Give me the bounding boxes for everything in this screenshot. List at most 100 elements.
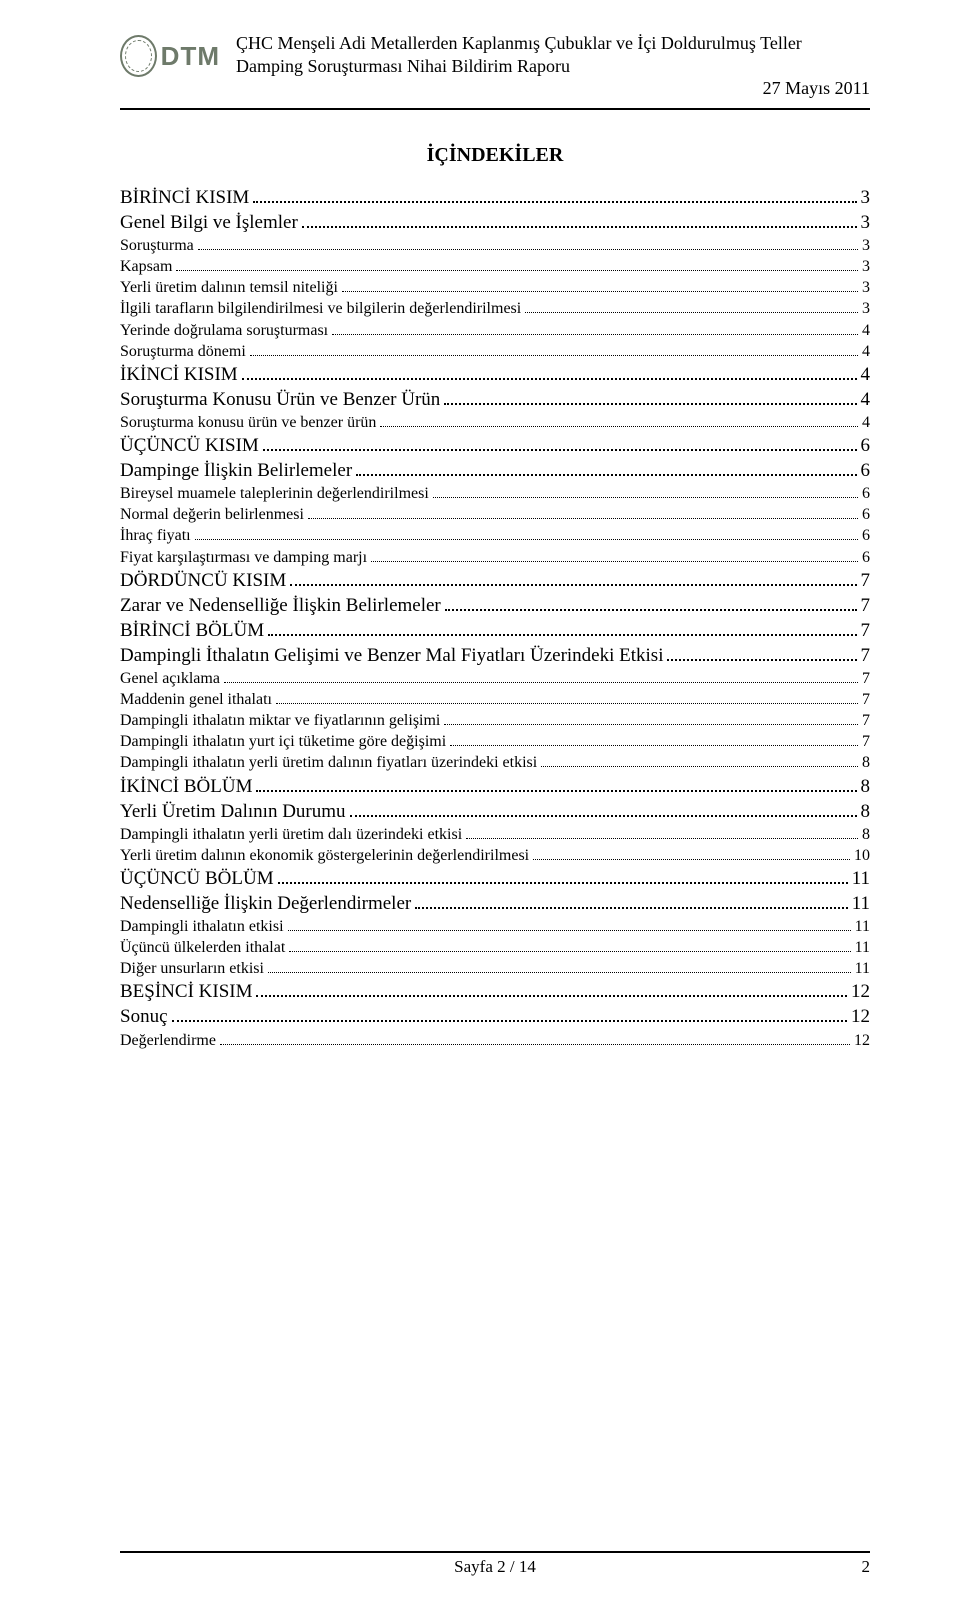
toc-leader [450,735,858,746]
toc-page: 6 [861,433,871,458]
toc-title: İÇİNDEKİLER [120,144,870,167]
toc-leader [308,508,858,519]
toc-row: Soruşturma dönemi 4 [120,341,870,362]
toc-page: 8 [862,824,870,845]
header: DTM ÇHC Menşeli Adi Metallerden Kaplanmı… [120,30,870,80]
toc-label: Bireysel muamele taleplerinin değerlendi… [120,483,429,504]
logo-text: DTM [161,41,220,72]
toc-label: BEŞİNCİ KISIM [120,979,252,1004]
toc-row: Dampingli ithalatın etkisi11 [120,916,870,937]
toc-row: Değerlendirme 12 [120,1030,870,1051]
toc-label: BİRİNCİ BÖLÜM [120,618,264,643]
toc-row: Soruşturma Konusu Ürün ve Benzer Ürün4 [120,387,870,412]
toc-leader [198,239,858,250]
toc-row: BİRİNCİ BÖLÜM 7 [120,618,870,643]
toc-label: Dampingli ithalatın yerli üretim dalı üz… [120,824,462,845]
toc-label: DÖRDÜNCÜ KISIM [120,568,286,593]
toc-row: Soruşturma konusu ürün ve benzer ürün4 [120,412,870,433]
toc-leader [541,756,858,767]
toc-label: İKİNCİ BÖLÜM [120,774,252,799]
toc-row: ÜÇÜNCÜ BÖLÜM 11 [120,866,870,891]
footer-page-center: Sayfa 2 / 14 [120,1557,870,1577]
toc-leader [433,487,858,498]
toc-row: Dampingli ithalatın yurt içi tüketime gö… [120,731,870,752]
toc-page: 4 [862,341,870,362]
header-rule [120,108,870,110]
toc-leader [250,345,858,356]
toc-row: İKİNCİ BÖLÜM 8 [120,774,870,799]
toc-row: İKİNCİ KISIM4 [120,362,870,387]
toc-leader [332,323,858,334]
toc-leader [268,624,856,636]
toc-label: Fiyat karşılaştırması ve damping marjı [120,547,367,568]
header-title-line1: ÇHC Menşeli Adi Metallerden Kaplanmış Çu… [236,32,870,55]
toc-page: 11 [852,866,870,891]
toc-label: Değerlendirme [120,1030,216,1051]
toc-page: 3 [861,185,871,210]
toc-page: 6 [862,525,870,546]
toc-label: Yerli Üretim Dalının Durumu [120,799,346,824]
toc-label: ÜÇÜNCÜ BÖLÜM [120,866,274,891]
toc-label: Diğer unsurların etkisi [120,958,264,979]
toc-row: Nedenselliğe İlişkin Değerlendirmeler11 [120,891,870,916]
toc-page: 4 [862,320,870,341]
toc-row: Maddenin genel ithalatı 7 [120,689,870,710]
toc-page: 6 [862,483,870,504]
toc-page: 4 [861,362,871,387]
toc-label: Soruşturma dönemi [120,341,246,362]
toc-page: 11 [855,958,870,979]
toc-page: 8 [861,774,871,799]
toc-page: 7 [862,731,870,752]
toc-page: 7 [862,689,870,710]
toc-label: Dampinge İlişkin Belirlemeler [120,458,352,483]
toc-label: Dampingli ithalatın yerli üretim dalının… [120,752,537,773]
toc-label: Soruşturma Konusu Ürün ve Benzer Ürün [120,387,440,412]
toc-leader [356,464,856,476]
toc-row: Soruşturma 3 [120,235,870,256]
footer-rule [120,1551,870,1553]
toc-label: Maddenin genel ithalatı [120,689,272,710]
toc-row: Dampingli ithalatın yerli üretim dalı üz… [120,824,870,845]
toc-leader [242,368,857,380]
toc-label: Yerli üretim dalının temsil niteliği [120,277,338,298]
toc-leader [350,804,857,816]
toc-leader [289,941,850,952]
toc-page: 3 [862,235,870,256]
toc-row: Normal değerin belirlenmesi6 [120,504,870,525]
toc-page: 6 [862,547,870,568]
toc-page: 12 [851,979,870,1004]
toc-leader [380,416,858,427]
table-of-contents: BİRİNCİ KISIM3Genel Bilgi ve İşlemler3So… [120,185,870,1051]
toc-label: Dampingli ithalatın yurt içi tüketime gö… [120,731,446,752]
toc-page: 11 [852,891,870,916]
toc-row: Dampingli İthalatın Gelişimi ve Benzer M… [120,643,870,668]
toc-row: Dampingli ithalatın yerli üretim dalının… [120,752,870,773]
toc-row: Bireysel muamele taleplerinin değerlendi… [120,483,870,504]
toc-leader [302,216,857,228]
toc-row: Zarar ve Nedenselliğe İlişkin Belirlemel… [120,593,870,618]
toc-page: 12 [854,1030,870,1051]
toc-leader [176,260,858,271]
header-titles: ÇHC Menşeli Adi Metallerden Kaplanmış Çu… [234,30,870,77]
toc-row: İhraç fiyatı6 [120,525,870,546]
toc-page: 6 [862,504,870,525]
toc-leader [195,529,858,540]
toc-row: Sonuç12 [120,1004,870,1029]
toc-leader [256,985,847,997]
toc-row: Fiyat karşılaştırması ve damping marjı 6 [120,547,870,568]
toc-label: Soruşturma [120,235,194,256]
toc-leader [220,1033,850,1044]
toc-row: Yerinde doğrulama soruşturması4 [120,320,870,341]
toc-page: 7 [862,710,870,731]
toc-page: 7 [861,618,871,643]
toc-label: ÜÇÜNCÜ KISIM [120,433,259,458]
toc-label: İlgili tarafların bilgilendirilmesi ve b… [120,298,521,319]
toc-row: Üçüncü ülkelerden ithalat11 [120,937,870,958]
toc-page: 3 [862,277,870,298]
toc-row: İlgili tarafların bilgilendirilmesi ve b… [120,298,870,319]
toc-label: Genel açıklama [120,668,220,689]
toc-leader [525,302,858,313]
toc-page: 4 [862,412,870,433]
toc-row: DÖRDÜNCÜ KISIM7 [120,568,870,593]
toc-leader [224,672,858,683]
